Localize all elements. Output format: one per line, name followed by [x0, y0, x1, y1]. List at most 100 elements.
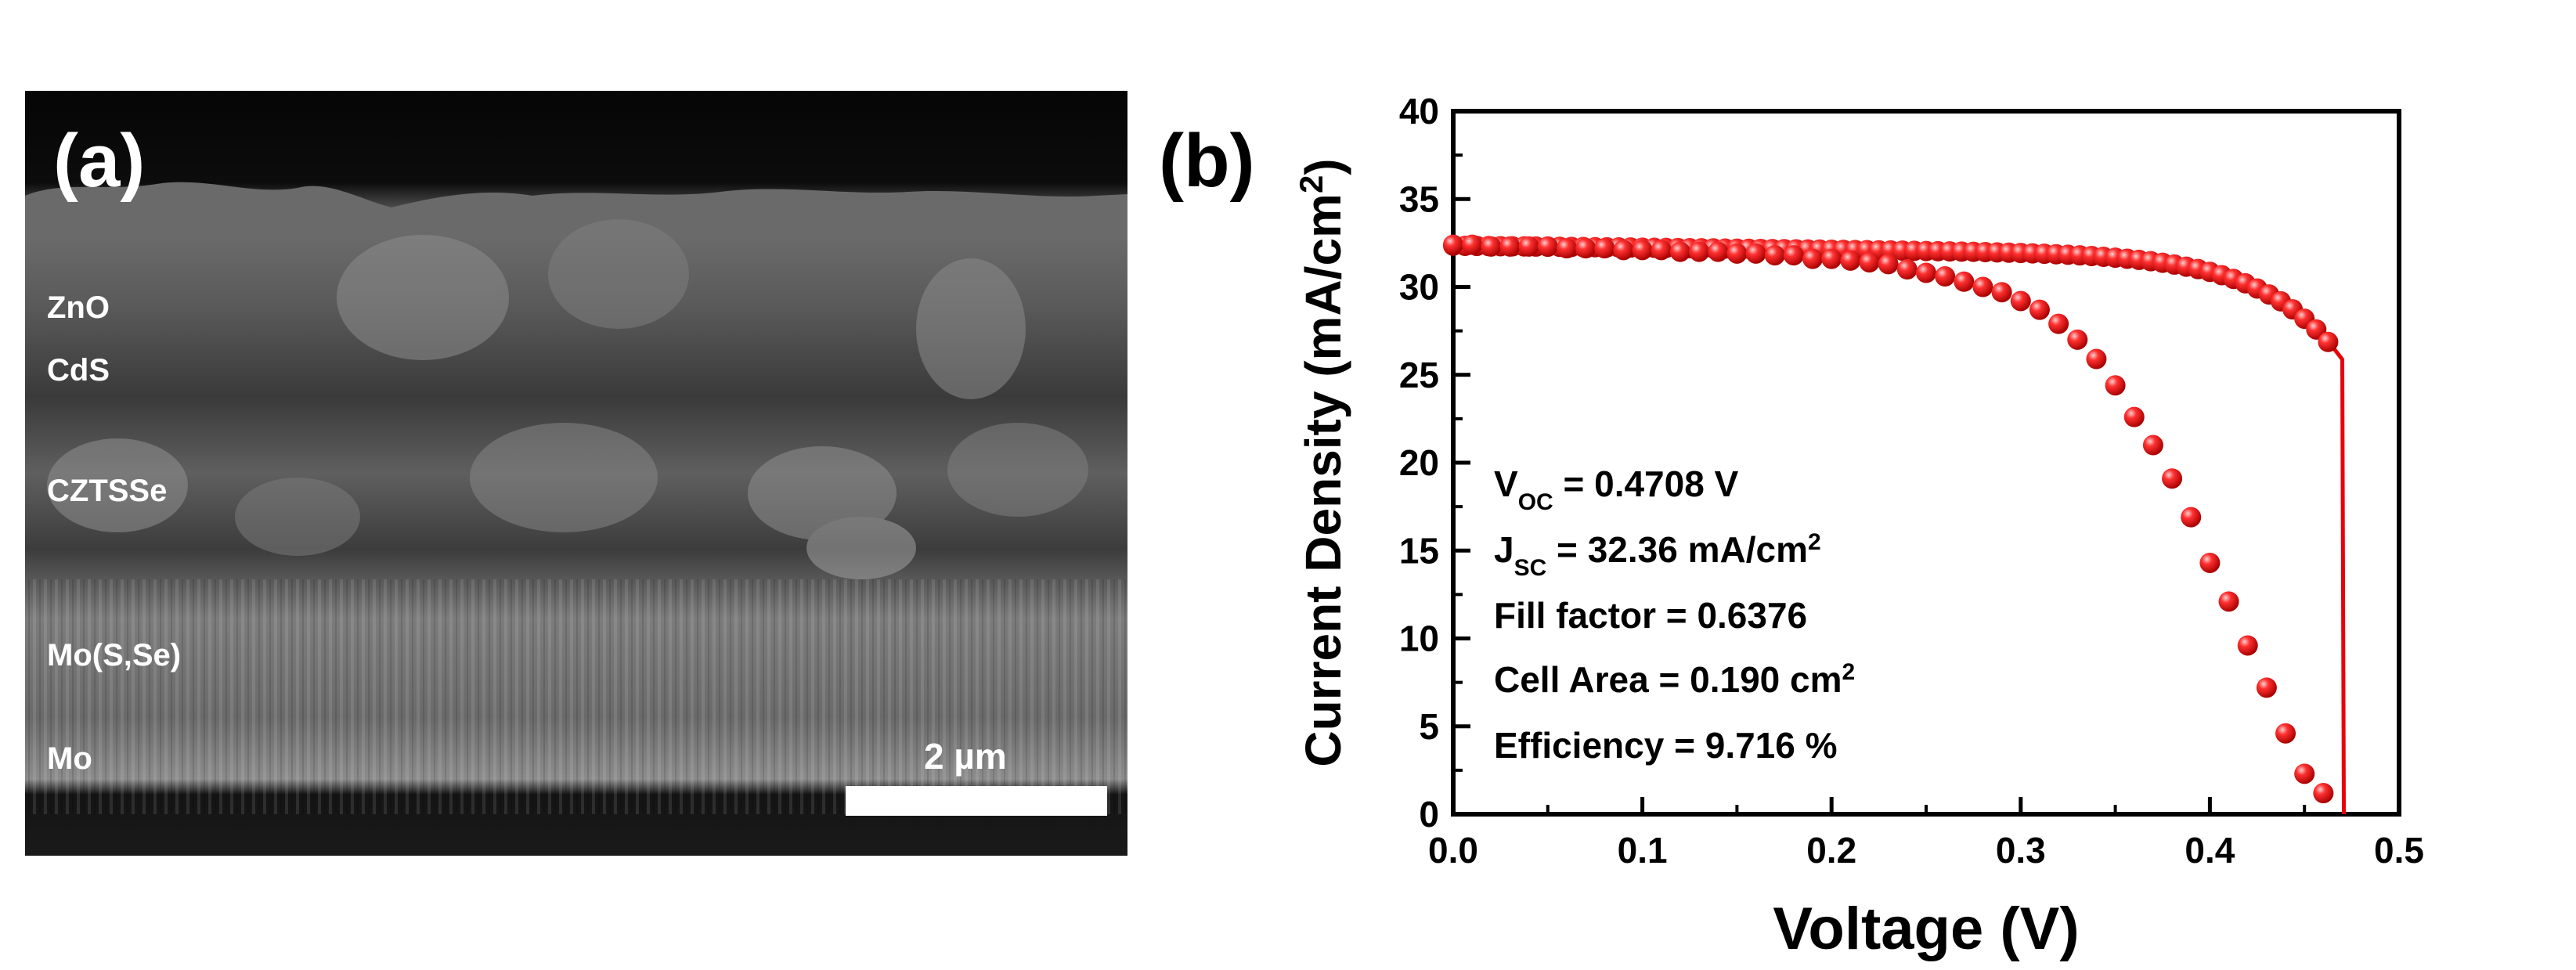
- x-tick-label: 0.1: [1618, 830, 1668, 871]
- jv-data-point: [2123, 406, 2145, 427]
- y-axis-label: Current Density (mA/cm2): [1293, 158, 1352, 766]
- jv-data-point: [1991, 282, 2012, 303]
- y-tick-label: 20: [1399, 442, 1439, 483]
- layer-label-cztsse: CZTSSe: [47, 474, 167, 508]
- y-tick-label: 0: [1419, 794, 1439, 835]
- layer-label-mo: Mo: [47, 741, 92, 776]
- jv-data-point: [1443, 234, 1463, 255]
- y-tick-label: 5: [1419, 706, 1439, 747]
- jv-data-point: [1878, 254, 1899, 275]
- y-axis: 0 5 10 15 20 25 30 35 40: [1399, 91, 1470, 835]
- jv-series: [1443, 234, 2346, 815]
- x-tick-label: 0.2: [1806, 830, 1856, 871]
- jv-data-point: [1896, 259, 1918, 280]
- x-tick-label: 0.4: [2185, 830, 2235, 871]
- annotation-efficiency: Efficiency = 9.716 %: [1494, 725, 1838, 766]
- jv-data-point: [1935, 266, 1956, 287]
- jv-data-point: [1462, 234, 1483, 255]
- jv-data-point: [1859, 252, 1880, 273]
- jsc-superscript: 2: [1808, 529, 1821, 555]
- jv-data-point: [2275, 723, 2296, 744]
- annotation-jsc: JSC = 32.36 mA/cm2: [1494, 529, 1821, 581]
- y-tick-label: 30: [1399, 267, 1439, 308]
- jv-data-point: [2218, 591, 2239, 612]
- jv-data-point: [1537, 236, 1558, 257]
- y-tick-label: 25: [1399, 355, 1439, 395]
- y-axis-label-close: ): [1295, 158, 1351, 175]
- jv-data-point: [2162, 468, 2183, 489]
- annotation-cell-area: Cell Area = 0.190 cm2: [1494, 659, 1855, 701]
- jv-data-point: [2086, 348, 2107, 370]
- scale-bar: [846, 786, 1107, 816]
- y-tick-label: 40: [1399, 91, 1439, 132]
- jv-marker: [2318, 331, 2339, 352]
- scale-bar-label: 2 µm: [924, 736, 1007, 777]
- jv-data-point: [2199, 552, 2221, 573]
- jv-data-point: [1669, 241, 1690, 262]
- annotation-voc: VOC = 0.4708 V: [1494, 463, 1739, 515]
- jv-data-point: [1632, 240, 1653, 261]
- jv-data-point: [1972, 276, 1993, 297]
- cell-area-superscript: 2: [1842, 659, 1856, 685]
- jv-data-point: [1840, 250, 1861, 271]
- jv-data-point: [2294, 763, 2315, 784]
- annotation-fill-factor: Fill factor = 0.6376: [1494, 595, 1807, 636]
- jv-data-point: [2105, 375, 2126, 396]
- jv-data-point: [1802, 248, 1824, 269]
- jv-data-point: [1745, 243, 1766, 264]
- y-axis-label-sup: 2: [1293, 175, 1329, 193]
- jsc-symbol: J: [1494, 529, 1514, 570]
- jv-data-point: [1708, 241, 1729, 262]
- jv-data-point: [1499, 236, 1521, 257]
- jv-data-point: [1651, 240, 1672, 261]
- y-tick-label: 35: [1399, 178, 1439, 219]
- jv-data-point: [1594, 238, 1615, 259]
- jv-data-point: [2048, 313, 2069, 334]
- jv-data-point: [2256, 677, 2277, 698]
- y-axis-label-main: Current Density (mA/cm: [1295, 193, 1351, 767]
- x-tick-label: 0.3: [1996, 830, 2046, 871]
- jv-data-point: [1783, 245, 1804, 266]
- jv-data-point: [1481, 236, 1502, 257]
- plot-frame: [1451, 109, 2401, 817]
- sem-image-panel: (a) ZnO CdS CZTSSe Mo(S,Se) Mo 2 µm: [25, 91, 1127, 856]
- jv-data-point: [1726, 243, 1748, 264]
- jv-data-point: [1916, 262, 1936, 283]
- voc-subscript: OC: [1518, 489, 1553, 515]
- jv-data-point: [1821, 248, 1842, 269]
- jsc-value: = 32.36 mA/cm: [1546, 529, 1808, 570]
- jv-data-point: [2067, 329, 2088, 350]
- jv-data-point: [1518, 236, 1539, 257]
- jv-data-point: [2010, 290, 2031, 312]
- jsc-subscript: SC: [1514, 555, 1547, 581]
- cell-area-value: Cell Area = 0.190 cm: [1494, 659, 1842, 700]
- x-axis: 0.0 0.1 0.2 0.3 0.4 0.5: [1428, 797, 2424, 871]
- voc-value: = 0.4708 V: [1553, 463, 1739, 504]
- mo-columnar-texture: [25, 579, 1127, 814]
- jv-data-point: [1613, 240, 1634, 261]
- jv-chart-panel: (b) 0.0 0.1 0.2 0.3 0.4 0.5 0510152025303540 …: [1159, 91, 2424, 962]
- jv-data-point: [2181, 507, 2202, 528]
- y-tick-label: 10: [1399, 618, 1439, 659]
- jv-data-point: [1764, 245, 1785, 266]
- x-tick-label: 0.0: [1428, 830, 1478, 871]
- jv-data-point: [2237, 635, 2258, 656]
- y-tick-label: 15: [1399, 530, 1439, 571]
- x-axis-label: Voltage (V): [1773, 896, 2079, 962]
- jv-data-point: [1689, 241, 1710, 262]
- sem-grains: [47, 219, 1088, 579]
- annotation-block: VOC = 0.4708 V JSC = 32.36 mA/cm2 Fill f…: [1494, 463, 1855, 766]
- zno-surface-shape: [25, 182, 1127, 235]
- panel-b-label: (b): [1159, 119, 1255, 203]
- jv-data-point: [1556, 238, 1577, 259]
- jv-data-point: [1575, 238, 1596, 259]
- panel-a-label: (a): [53, 119, 145, 203]
- jv-data-point: [2029, 299, 2050, 320]
- layer-label-mosse: Mo(S,Se): [47, 638, 181, 673]
- layer-label-zno: ZnO: [47, 290, 110, 325]
- x-tick-label: 0.5: [2374, 830, 2424, 871]
- voc-symbol: V: [1494, 463, 1518, 504]
- jv-data-point: [2142, 435, 2163, 456]
- jv-data-point: [2313, 783, 2334, 804]
